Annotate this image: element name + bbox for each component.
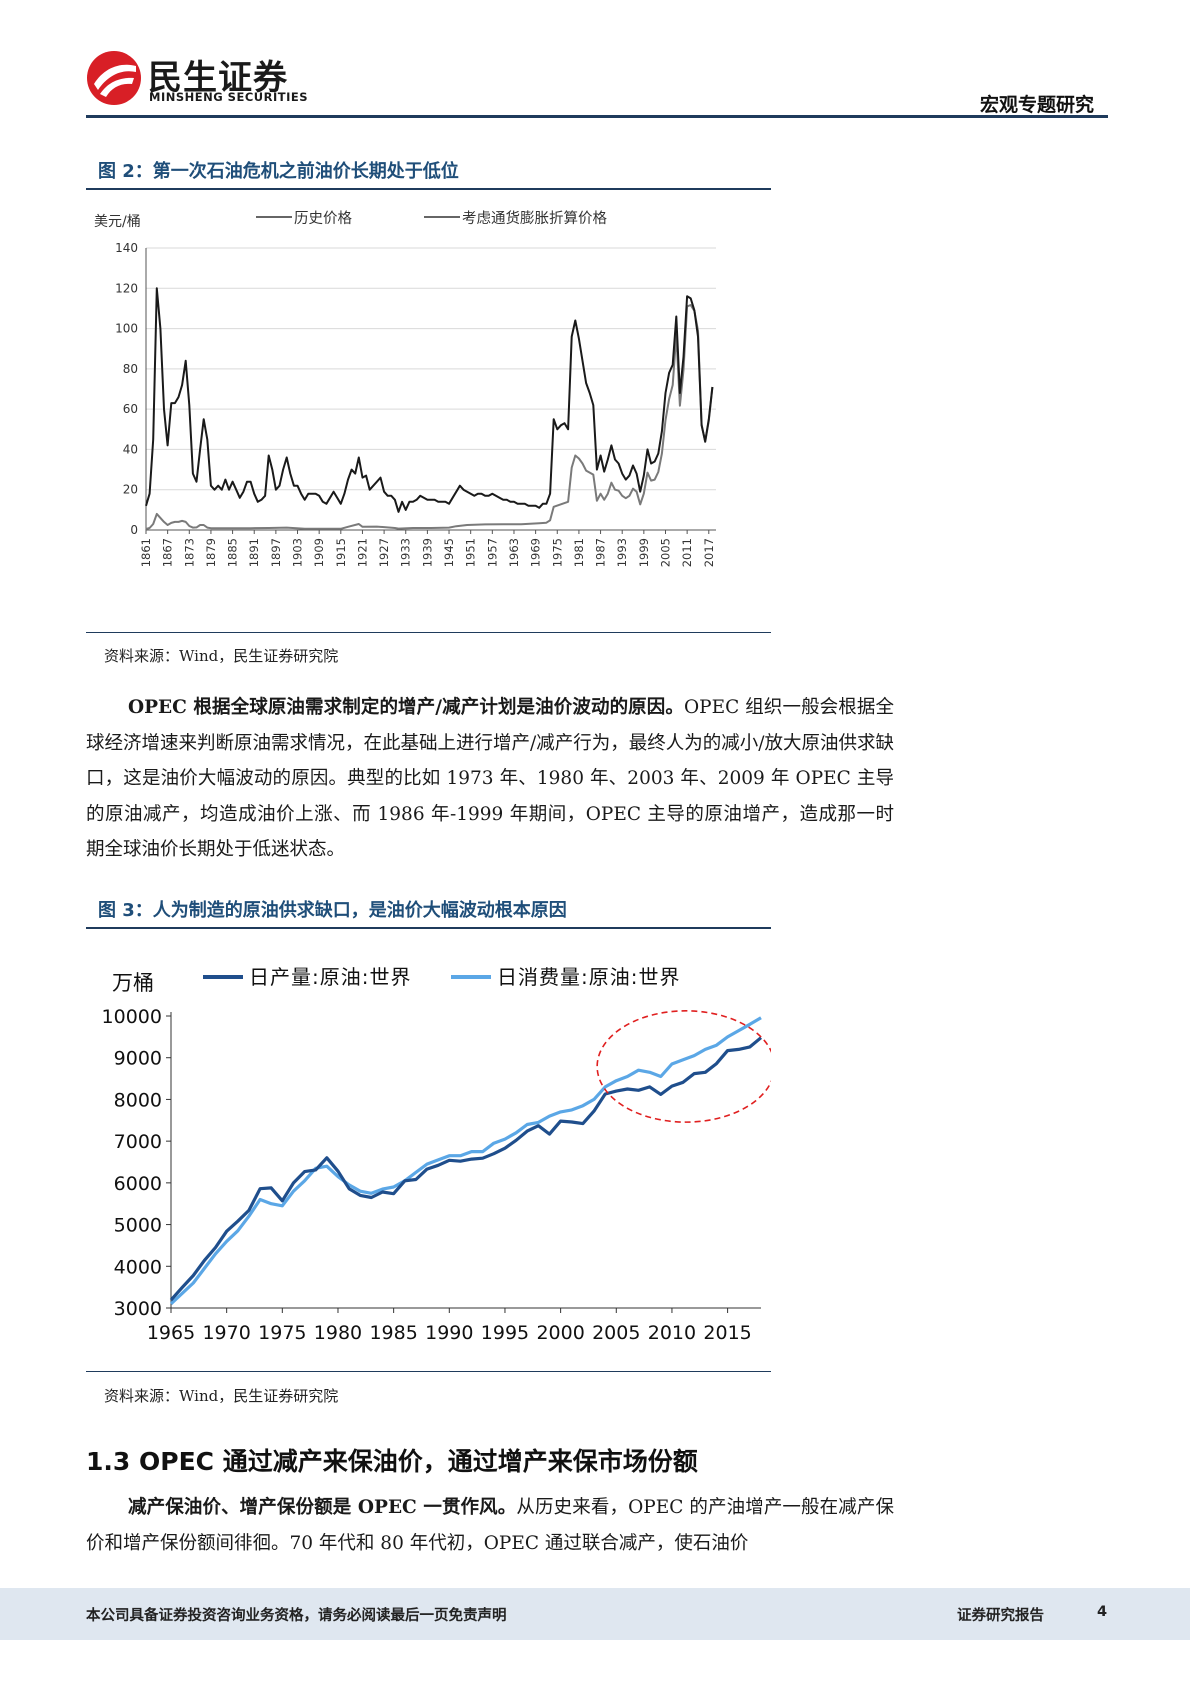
- x-tick-label: 2000: [536, 1322, 584, 1344]
- x-tick-label: 1999: [637, 538, 651, 567]
- x-tick-label: 1933: [399, 538, 413, 567]
- y-tick-label: 100: [115, 322, 138, 336]
- x-tick-label: 1965: [147, 1322, 195, 1344]
- x-tick-label: 2005: [658, 538, 672, 567]
- legend-label: 日产量:原油:世界: [249, 965, 411, 989]
- x-tick-label: 2010: [648, 1322, 696, 1344]
- paragraph-lead: OPEC 根据全球原油需求制定的增产/减产计划是油价波动的原因。: [128, 697, 684, 718]
- y-tick-label: 10000: [102, 1006, 162, 1028]
- y-tick-label: 80: [123, 362, 138, 376]
- x-tick-label: 1975: [550, 538, 564, 567]
- x-tick-label: 1861: [139, 538, 153, 567]
- legend-label: 考虑通货膨胀折算价格: [462, 210, 607, 227]
- y-tick-label: 0: [130, 523, 138, 537]
- x-tick-label: 1990: [425, 1322, 473, 1344]
- figure3-title: 图 3：人为制造的原油供求缺口，是油价大幅波动根本原因: [98, 900, 567, 921]
- footer-report-type: 证券研究报告: [957, 1608, 1044, 1624]
- figure2-chart: 0 20 40 60 80 100 120 140 1861 1867 1873 1879 1885 18…: [94, 210, 716, 567]
- x-tick-label: 1987: [594, 538, 608, 567]
- section-heading: 1.3 OPEC 通过减产来保油价，通过增产来保市场份额: [86, 1447, 698, 1476]
- x-tick-label: 2015: [703, 1322, 751, 1344]
- series-line: [169, 1016, 762, 1305]
- x-tick-label: 1963: [507, 538, 521, 567]
- header: 民生证券 MINSHENG SECURITIES 宏观专题研究: [0, 0, 1190, 125]
- x-tick-label: 1995: [481, 1322, 529, 1344]
- logo-text-cn: 民生证券: [148, 58, 288, 98]
- x-tick-label: 1885: [226, 538, 240, 567]
- y-axis-label: 万桶: [112, 971, 154, 995]
- y-tick-label: 40: [123, 442, 138, 456]
- y-tick-label: 7000: [114, 1131, 162, 1153]
- legend-label: 历史价格: [294, 210, 352, 227]
- highlight-ellipse: [596, 1010, 771, 1123]
- x-tick-label: 1909: [312, 538, 326, 567]
- y-tick-label: 120: [115, 281, 138, 295]
- y-tick-label: 60: [123, 402, 138, 416]
- y-axis-label: 美元/桶: [94, 214, 141, 230]
- y-tick-label: 9000: [114, 1048, 162, 1070]
- figure2-source: 资料来源：Wind，民生证券研究院: [104, 647, 339, 665]
- series-line: [169, 1036, 763, 1302]
- series-line: [145, 287, 714, 513]
- paragraph-body: 从历史来看，OPEC 的产油增产一般在减产保价和增产保份额间徘徊。70 年代和 …: [86, 1497, 894, 1554]
- x-tick-label: 1951: [464, 538, 478, 567]
- x-tick-label: 1970: [202, 1322, 250, 1344]
- x-tick-label: 1980: [314, 1322, 362, 1344]
- figure2-title: 图 2：第一次石油危机之前油价长期处于低位: [98, 161, 459, 182]
- y-tick-label: 20: [123, 483, 138, 497]
- x-tick-label: 1915: [334, 538, 348, 567]
- logo-text-en: MINSHENG SECURITIES: [149, 90, 308, 104]
- figure3-title-rule: [86, 927, 771, 929]
- y-tick-label: 3000: [114, 1298, 162, 1320]
- legend-label: 日消费量:原油:世界: [497, 965, 680, 989]
- footer-page-number: 4: [1097, 1604, 1108, 1620]
- y-tick-label: 8000: [114, 1089, 162, 1111]
- x-tick-label: 2011: [680, 538, 694, 567]
- x-tick-label: 1873: [182, 538, 196, 567]
- x-tick-label: 1921: [355, 538, 369, 567]
- x-tick-label: 1969: [529, 538, 543, 567]
- header-rule: [86, 115, 1108, 118]
- figure2-bottom-rule: [86, 632, 771, 633]
- x-tick-label: 1867: [161, 538, 175, 567]
- x-tick-label: 1957: [485, 538, 499, 567]
- x-tick-label: 1939: [420, 538, 434, 567]
- paragraph-body: OPEC 组织一般会根据全球经济增速来判断原油需求情况，在此基础上进行增产/减产…: [86, 697, 894, 860]
- footer-disclaimer: 本公司具备证券投资咨询业务资格，请务必阅读最后一页免责声明: [86, 1608, 507, 1624]
- x-tick-label: 1897: [269, 538, 283, 567]
- paragraph-opec-strategy: 减产保油价、增产保份额是 OPEC 一贯作风。从历史来看，OPEC 的产油增产一…: [86, 1490, 894, 1561]
- paragraph-opec-cause: OPEC 根据全球原油需求制定的增产/减产计划是油价波动的原因。OPEC 组织一…: [86, 690, 894, 868]
- y-tick-label: 5000: [114, 1215, 162, 1237]
- y-tick-label: 140: [115, 241, 138, 255]
- x-tick-label: 1975: [258, 1322, 306, 1344]
- paragraph-lead: 减产保油价、增产保份额是 OPEC 一贯作风。: [128, 1497, 517, 1518]
- x-tick-label: 1903: [291, 538, 305, 567]
- x-tick-label: 1927: [377, 538, 391, 567]
- x-tick-label: 1891: [247, 538, 261, 567]
- figure3-source: 资料来源：Wind，民生证券研究院: [104, 1387, 339, 1405]
- x-tick-label: 1985: [369, 1322, 417, 1344]
- x-tick-label: 2017: [702, 538, 716, 567]
- figure3-bottom-rule: [86, 1371, 771, 1372]
- figure2-title-rule: [86, 188, 771, 190]
- section-tag: 宏观专题研究: [980, 94, 1095, 116]
- x-tick-label: 1945: [442, 538, 456, 567]
- minsheng-logo-icon: [87, 51, 141, 105]
- x-tick-label: 2005: [592, 1322, 640, 1344]
- x-tick-label: 1981: [572, 538, 586, 567]
- x-tick-label: 1879: [204, 538, 218, 567]
- figure3-chart: 3000 4000 5000 6000 7000 8000 9000 10000 1965 197…: [102, 965, 771, 1344]
- y-tick-label: 4000: [114, 1256, 162, 1278]
- footer-bar: 本公司具备证券投资咨询业务资格，请务必阅读最后一页免责声明 证券研究报告 4: [0, 1588, 1190, 1640]
- y-tick-label: 6000: [114, 1173, 162, 1195]
- series-line: [145, 304, 714, 530]
- x-tick-label: 1993: [615, 538, 629, 567]
